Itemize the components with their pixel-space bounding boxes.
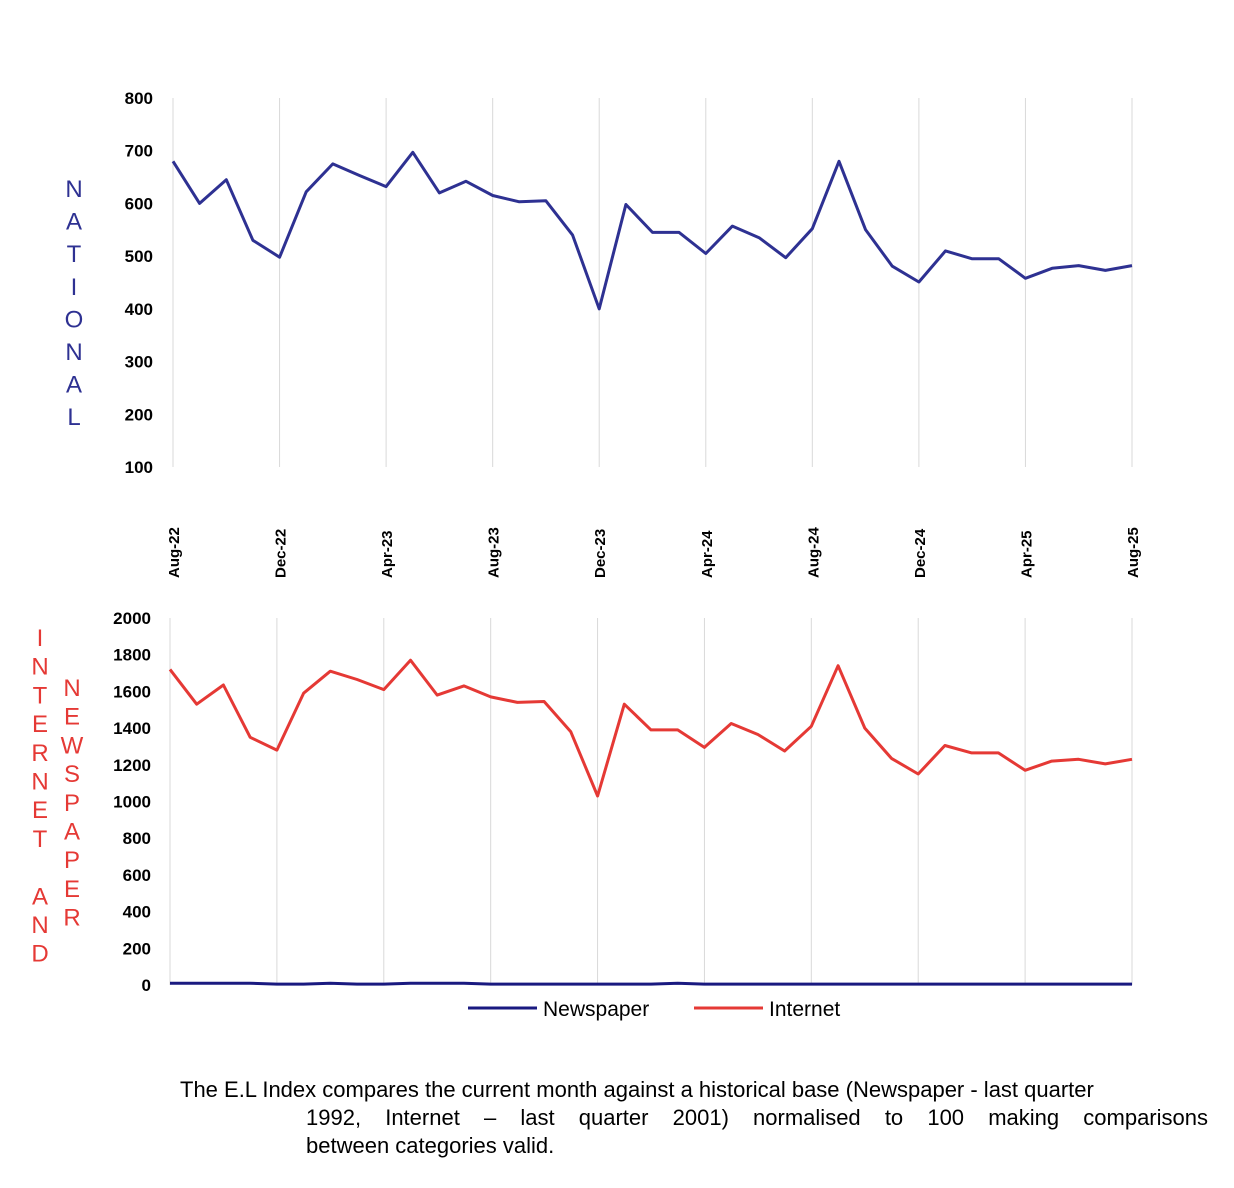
index-caption: The E.L Index compares the current month… [180,1076,1208,1160]
media-side-label-letter: E [32,797,48,824]
media-side-label-letter: A [64,819,80,846]
media-side-label-letter: I [37,625,44,652]
national-side-label-letter: N [65,339,82,366]
national-series-line [171,150,1133,311]
media-y-tick-label: 1000 [113,793,151,812]
media-side-label-letter: E [64,876,80,903]
national-x-tick-label: Aug-24 [805,527,822,578]
national-side-label-letter: L [67,404,80,431]
national-side-label-letter: A [66,209,82,236]
media-side-label-letter: N [63,675,80,702]
media-y-tick-label: 1200 [113,756,151,775]
national-side-label-letter: N [65,176,82,203]
national-y-tick-label: 700 [125,142,153,161]
national-x-tick-label: Aug-25 [1125,527,1142,578]
media-side-label-letter: T [33,682,48,709]
media-y-tick-label: 400 [123,903,151,922]
media-side-label-letter: N [31,912,48,939]
media-side-label-letter: E [64,704,80,731]
national-y-tick-label: 200 [125,405,153,424]
caption-line-1: The E.L Index compares the current month… [180,1077,1094,1102]
national-x-tick-label: Dec-24 [912,528,929,578]
media-side-label-letter: A [32,883,48,910]
media-side-label-letter: R [63,905,80,932]
national-x-tick-label: Aug-23 [486,527,503,578]
media-side-label-letter: W [61,732,84,759]
media-y-tick-label: 2000 [113,609,151,628]
national-y-tick-label: 100 [125,458,153,477]
legend-newspaper-label: Newspaper [543,998,649,1021]
national-y-tick-label: 300 [125,353,153,372]
legend-internet-label: Internet [769,998,840,1021]
media-side-label-letter: P [64,790,80,817]
media-side-label-letter: D [31,941,48,968]
media-side-label-letter: R [31,740,48,767]
media-y-tick-label: 0 [142,976,151,995]
media-y-tick-label: 1400 [113,719,151,738]
media-y-tick-label: 1600 [113,682,151,701]
national-x-tick-label: Dec-23 [592,529,609,578]
national-x-tick-label: Apr-24 [699,530,716,578]
media-side-label-letter: P [64,847,80,874]
caption-line-3: between categories valid. [306,1133,555,1158]
national-side-label-letter: T [67,241,82,268]
media-y-tick-label: 600 [123,866,151,885]
national-y-tick-label: 800 [125,89,153,108]
media-side-label-letter: N [31,769,48,796]
charts-canvas: 100 200 300 400 500 600 700 800 Aug-22 Dec-22 Apr-… [31,89,1142,1021]
national-side-label-letter: O [65,306,84,333]
caption-line-2: 1992, Internet – last quarter 2001) norm… [306,1105,1208,1130]
national-side-label-letter: A [66,372,82,399]
national-x-tick-label: Aug-22 [166,527,183,578]
national-x-tick-label: Apr-23 [379,530,396,578]
national-x-tick-label: Apr-25 [1018,530,1035,578]
media-y-tick-label: 1800 [113,646,151,665]
national-y-tick-label: 600 [125,194,153,213]
national-y-tick-label: 400 [125,300,153,319]
media-series-line-newspaper [170,981,1132,986]
media-side-label-letter: S [64,761,80,788]
national-x-tick-label: Dec-22 [273,529,290,578]
media-y-tick-label: 200 [123,939,151,958]
media-side-label-letter: E [32,711,48,738]
media-side-label-letter: T [33,826,48,853]
national-y-tick-label: 500 [125,247,153,266]
media-y-tick-label: 800 [123,829,151,848]
media-series-line-internet [168,658,1133,798]
media-side-label-letter: N [31,654,48,681]
national-side-label-letter: I [71,274,78,301]
